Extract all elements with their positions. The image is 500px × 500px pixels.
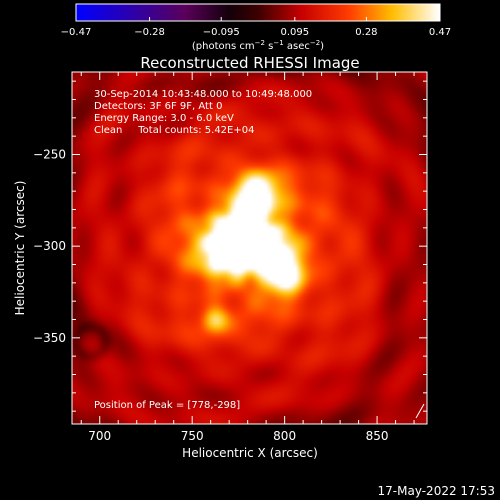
x-tick-label: 800	[273, 429, 296, 443]
y-axis-label: Heliocentric Y (arcsec)	[13, 181, 27, 316]
y-tick-label: −250	[33, 148, 66, 162]
colorbar-frame	[75, 3, 441, 22]
colorbar: −0.47 −0.28 −0.095 0.095 0.28 0.47 (photons c…	[61, 3, 451, 52]
colorbar-gradient	[76, 4, 440, 21]
plot-area: 700 750 800 850 −250 −300 −350	[33, 71, 428, 443]
x-axis-label: Heliocentric X (arcsec)	[182, 446, 318, 460]
x-tick-label: 850	[366, 429, 389, 443]
axis-ticks: 700 750 800 850 −250 −300 −350	[33, 72, 427, 443]
limb-arc	[415, 403, 425, 419]
x-tick-label: 700	[88, 429, 111, 443]
colorbar-tick-label: 0.47	[429, 27, 451, 38]
info-block: 30-Sep-2014 10:43:48.000 to 10:49:48.000…	[94, 89, 312, 411]
info-detectors: Detectors: 3F 6F 9F, Att 0	[94, 101, 222, 112]
info-energy-range: Energy Range: 3.0 - 6.0 keV	[94, 113, 234, 124]
heatmap-image	[72, 72, 427, 424]
colorbar-tick-label: 0.28	[355, 27, 377, 38]
chart-title: Reconstructed RHESSI Image	[140, 54, 359, 72]
colorbar-tick-label: −0.47	[61, 27, 92, 38]
info-time-range: 30-Sep-2014 10:43:48.000 to 10:49:48.000	[94, 89, 312, 100]
colorbar-tick-label: −0.28	[134, 27, 165, 38]
colorbar-unit-label: (photons cm−2 s−1 asec−2)	[192, 39, 324, 52]
render-timestamp: 17-May-2022 17:53	[378, 484, 495, 498]
x-tick-label: 750	[181, 429, 204, 443]
y-tick-label: −350	[33, 331, 66, 345]
plot-frame	[71, 71, 428, 425]
colorbar-tick-label: 0.095	[280, 27, 309, 38]
peak-position-label: Position of Peak = [778,-298]	[94, 400, 240, 411]
colorbar-ticks: −0.47 −0.28 −0.095 0.095 0.28 0.47	[61, 17, 451, 38]
info-clean-counts: Clean Total counts: 5.42E+04	[94, 125, 254, 136]
colorbar-tick-label: −0.095	[203, 27, 240, 38]
y-tick-label: −300	[33, 239, 66, 253]
